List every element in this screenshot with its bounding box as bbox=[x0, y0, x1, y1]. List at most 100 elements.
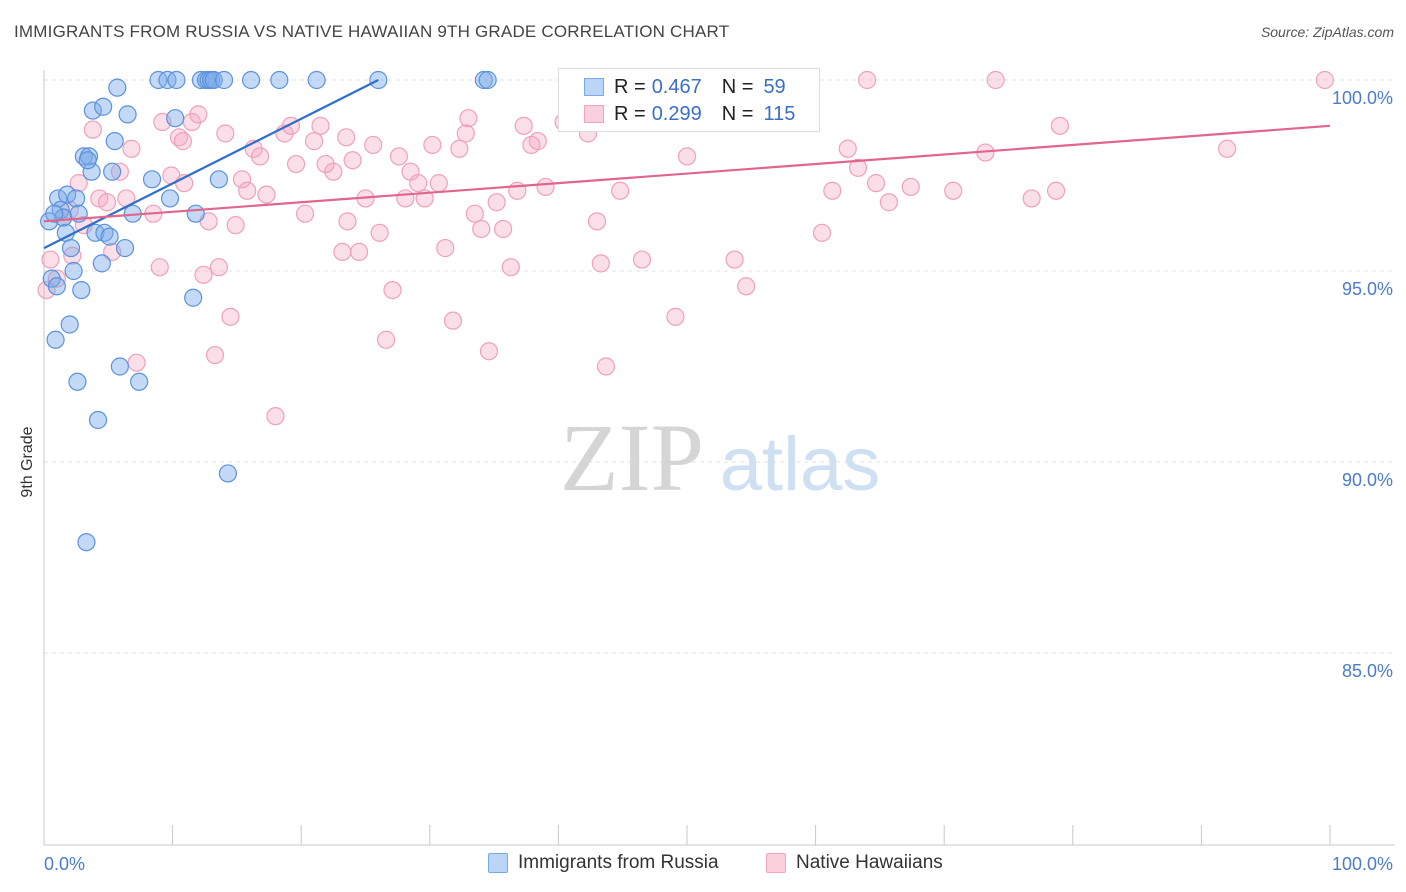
point-immigrants-russia bbox=[474, 70, 493, 90]
point-native-hawaiians bbox=[986, 70, 1005, 90]
point-native-hawaiians bbox=[632, 250, 652, 269]
point-immigrants-russia bbox=[191, 70, 210, 90]
point-native-hawaiians bbox=[456, 124, 475, 143]
point-immigrants-russia bbox=[88, 410, 108, 430]
point-native-hawaiians bbox=[324, 162, 343, 181]
point-native-hawaiians bbox=[37, 281, 56, 300]
point-immigrants-russia bbox=[186, 204, 205, 223]
trend-lines bbox=[43, 79, 1331, 250]
trend-line-russia bbox=[43, 79, 379, 250]
point-native-hawaiians bbox=[944, 181, 963, 200]
point-immigrants-russia bbox=[105, 132, 124, 151]
point-native-hawaiians bbox=[725, 250, 744, 269]
point-native-hawaiians bbox=[209, 258, 228, 277]
point-immigrants-russia bbox=[307, 70, 326, 90]
point-native-hawaiians bbox=[450, 139, 469, 158]
point-immigrants-russia bbox=[67, 189, 86, 208]
point-native-hawaiians bbox=[596, 357, 616, 376]
grid-lines bbox=[44, 79, 1395, 654]
point-immigrants-russia bbox=[108, 78, 127, 97]
point-native-hawaiians bbox=[150, 258, 169, 277]
point-native-hawaiians bbox=[666, 307, 685, 326]
point-native-hawaiians bbox=[479, 342, 499, 361]
point-immigrants-russia bbox=[209, 170, 228, 189]
point-immigrants-russia bbox=[115, 238, 135, 258]
point-immigrants-russia bbox=[92, 254, 111, 273]
point-native-hawaiians bbox=[238, 181, 257, 200]
point-immigrants-russia bbox=[61, 238, 81, 258]
point-native-hawaiians bbox=[423, 135, 442, 155]
source-label: Source: ZipAtlas.com bbox=[1260, 24, 1394, 40]
point-native-hawaiians bbox=[536, 177, 555, 197]
point-native-hawaiians bbox=[127, 353, 146, 372]
point-native-hawaiians bbox=[901, 177, 920, 197]
point-native-hawaiians bbox=[857, 70, 877, 90]
point-native-hawaiians bbox=[494, 219, 513, 239]
point-native-hawaiians bbox=[343, 151, 362, 170]
x-tick-label: 0.0% bbox=[44, 854, 85, 874]
point-immigrants-russia bbox=[167, 70, 186, 90]
point-immigrants-russia bbox=[241, 70, 261, 90]
point-native-hawaiians bbox=[216, 124, 235, 143]
point-immigrants-russia bbox=[47, 277, 66, 296]
bottom-legend-swatch-russia bbox=[488, 853, 508, 873]
point-native-hawaiians bbox=[337, 128, 356, 147]
point-native-hawaiians bbox=[1315, 70, 1334, 90]
point-native-hawaiians bbox=[1218, 139, 1237, 158]
point-immigrants-russia bbox=[160, 189, 180, 208]
point-native-hawaiians bbox=[226, 216, 245, 235]
point-native-hawaiians bbox=[232, 170, 252, 189]
point-immigrants-russia bbox=[100, 227, 119, 246]
point-native-hawaiians bbox=[396, 189, 415, 208]
point-native-hawaiians bbox=[848, 158, 868, 177]
point-native-hawaiians bbox=[316, 154, 335, 174]
point-immigrants-russia bbox=[78, 151, 97, 170]
point-immigrants-russia bbox=[110, 357, 129, 376]
point-native-hawaiians bbox=[459, 109, 478, 128]
point-native-hawaiians bbox=[879, 193, 899, 212]
chart-title: IMMIGRANTS FROM RUSSIA VS NATIVE HAWAIIA… bbox=[14, 22, 730, 41]
series-russia-points bbox=[40, 70, 497, 552]
bottom-legend-russia: Immigrants from Russia bbox=[488, 852, 719, 874]
point-native-hawaiians bbox=[501, 258, 520, 277]
point-native-hawaiians bbox=[1050, 116, 1070, 135]
legend-swatch-russia bbox=[584, 78, 604, 96]
point-immigrants-russia bbox=[103, 162, 122, 181]
legend-row-russia: R = 0.467 N = 59 bbox=[584, 74, 786, 100]
point-native-hawaiians bbox=[587, 212, 607, 231]
point-native-hawaiians bbox=[611, 181, 630, 200]
point-immigrants-russia bbox=[82, 162, 101, 181]
axes bbox=[43, 70, 1395, 846]
point-native-hawaiians bbox=[110, 162, 129, 181]
point-native-hawaiians bbox=[436, 238, 455, 258]
point-native-hawaiians bbox=[376, 330, 396, 349]
series-native-hawaiians-points bbox=[37, 70, 1334, 426]
legend-r-value: 0.467 bbox=[651, 75, 702, 98]
point-native-hawaiians bbox=[514, 116, 533, 135]
point-immigrants-russia bbox=[60, 315, 79, 334]
stats-legend: R = 0.467 N = 59 R = 0.299 N = 115 bbox=[558, 68, 820, 132]
point-immigrants-russia bbox=[214, 70, 234, 90]
point-native-hawaiians bbox=[69, 174, 88, 193]
point-immigrants-russia bbox=[72, 281, 91, 300]
point-immigrants-russia bbox=[218, 464, 237, 483]
watermark-zip: ZIP bbox=[560, 404, 704, 511]
point-native-hawaiians bbox=[41, 250, 60, 269]
y-tick-label: 85.0% bbox=[1342, 661, 1393, 681]
point-native-hawaiians bbox=[364, 135, 383, 155]
point-native-hawaiians bbox=[63, 246, 82, 265]
legend-n-value: 59 bbox=[763, 75, 786, 98]
point-native-hawaiians bbox=[194, 265, 213, 284]
point-immigrants-russia bbox=[184, 288, 203, 307]
point-native-hawaiians bbox=[528, 132, 547, 151]
bottom-legend-label-russia: Immigrants from Russia bbox=[518, 852, 719, 873]
point-native-hawaiians bbox=[83, 120, 102, 139]
point-native-hawaiians bbox=[838, 139, 857, 158]
point-immigrants-russia bbox=[45, 204, 64, 223]
legend-swatch-hawaiians bbox=[584, 105, 604, 123]
point-native-hawaiians bbox=[221, 307, 240, 326]
bottom-legend-label-hawaiians: Native Hawaiians bbox=[796, 852, 943, 873]
point-native-hawaiians bbox=[737, 277, 756, 296]
legend-r-value: 0.299 bbox=[651, 102, 702, 125]
point-immigrants-russia bbox=[130, 372, 149, 391]
